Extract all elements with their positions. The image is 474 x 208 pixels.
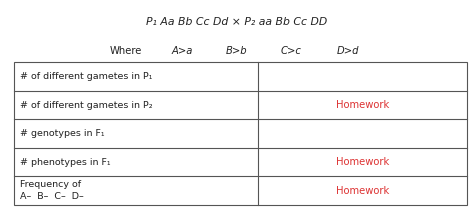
Text: Homework: Homework (336, 157, 389, 167)
Text: D>d: D>d (337, 46, 360, 56)
Text: # genotypes in F₁: # genotypes in F₁ (20, 129, 105, 138)
Text: P₁ Aa Bb Cc Dd × P₂ aa Bb Cc DD: P₁ Aa Bb Cc Dd × P₂ aa Bb Cc DD (146, 17, 328, 27)
Text: A>a: A>a (172, 46, 193, 56)
Text: B>b: B>b (226, 46, 248, 56)
Text: # of different gametes in P₁: # of different gametes in P₁ (20, 72, 153, 81)
Text: C>c: C>c (281, 46, 302, 56)
Text: Homework: Homework (336, 186, 389, 196)
Text: # of different gametes in P₂: # of different gametes in P₂ (20, 101, 153, 110)
Bar (14, 62, 467, 205)
Text: A–  B–  C–  D–: A– B– C– D– (20, 192, 83, 201)
Text: Frequency of: Frequency of (20, 180, 81, 189)
Text: Homework: Homework (336, 100, 389, 110)
Text: Where: Where (109, 46, 142, 56)
Text: # phenotypes in F₁: # phenotypes in F₁ (20, 158, 110, 167)
